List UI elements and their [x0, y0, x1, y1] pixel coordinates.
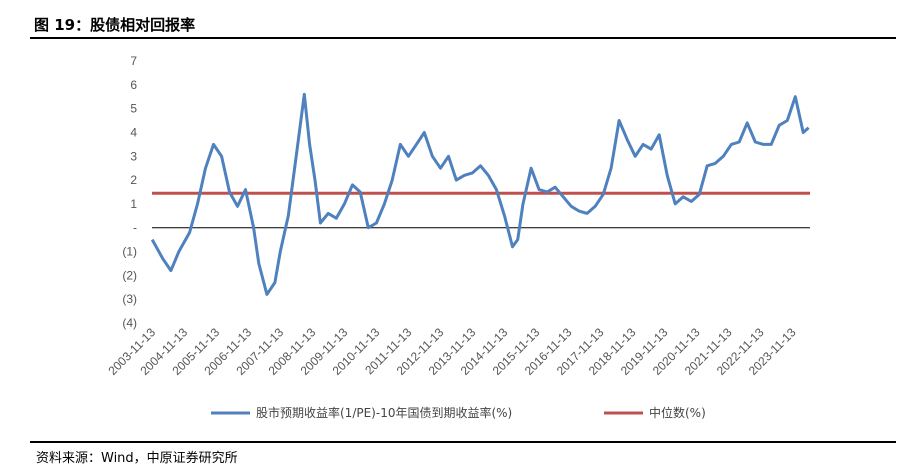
- y-tick-label: 3: [130, 149, 137, 163]
- legend-label-median: 中位数(%): [649, 405, 706, 420]
- y-tick-label: (2): [122, 268, 137, 282]
- legend: 股市预期收益率(1/PE)-10年国债到期收益率(%) 中位数(%): [211, 405, 706, 420]
- source-note: 资料来源：Wind，中原证券研究所: [36, 451, 238, 466]
- legend-label-spread: 股市预期收益率(1/PE)-10年国债到期收益率(%): [256, 405, 512, 420]
- y-tick-label: -: [133, 221, 137, 235]
- y-tick-label: 5: [130, 102, 137, 116]
- y-tick-label: (1): [122, 245, 137, 259]
- spread-series-line: [150, 92, 810, 296]
- y-tick-label: 7: [130, 54, 137, 68]
- bottom-rule: [30, 441, 896, 443]
- y-tick-label: (3): [122, 292, 137, 306]
- top-rule: [30, 37, 896, 39]
- y-tick-label: 6: [130, 78, 137, 92]
- y-tick-label: 2: [130, 173, 137, 187]
- y-tick-label: 1: [130, 197, 137, 211]
- y-axis: 7 6 5 4 3 2 1 - (1) (2) (3) (4): [122, 54, 137, 330]
- y-tick-label: 4: [130, 125, 137, 139]
- x-axis: 2003-11-132004-11-132005-11-132006-11-13…: [105, 325, 798, 378]
- relative-return-chart: 7 6 5 4 3 2 1 - (1) (2) (3) (4) 2003-11-132004-11-1…: [105, 54, 810, 420]
- y-tick-label: (4): [122, 316, 137, 330]
- figure-title: 图 19：股债相对回报率: [34, 16, 196, 34]
